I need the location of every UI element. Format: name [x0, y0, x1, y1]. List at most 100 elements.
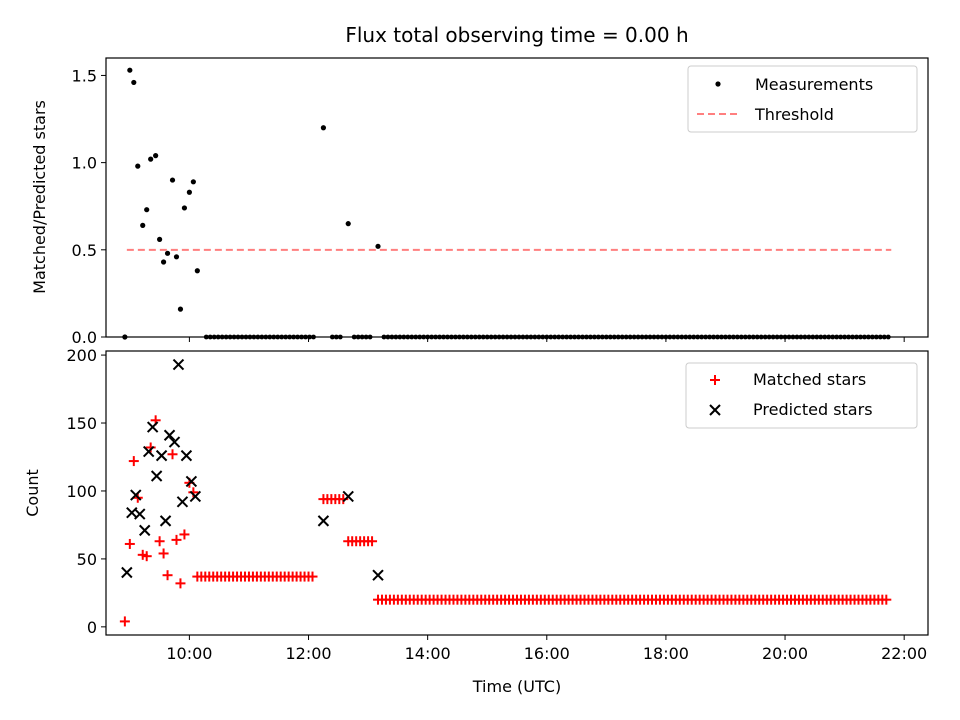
- predicted-point-b: [342, 490, 354, 503]
- predicted-point-b: [317, 515, 330, 527]
- matched-point: [881, 594, 892, 605]
- measurement-point: [144, 207, 150, 213]
- legend-matched-symbol: [710, 375, 720, 385]
- predicted-point: [180, 449, 193, 462]
- count-xtick-label: 22:00: [881, 644, 927, 663]
- count-xtick-label: 20:00: [762, 644, 808, 663]
- chart-title: Flux total observing time = 0.00 h: [345, 23, 688, 47]
- matched-point: [162, 570, 173, 581]
- measurement-point: [160, 259, 167, 265]
- predicted-point: [134, 508, 146, 520]
- matched-point: [141, 551, 152, 562]
- legend-measurements-label: Measurements: [755, 75, 873, 94]
- predicted-point: [139, 524, 151, 537]
- predicted-point: [189, 490, 202, 503]
- predicted-point: [176, 496, 189, 508]
- matched-point: [367, 536, 378, 547]
- measurement-point: [135, 163, 141, 169]
- predicted-point: [342, 490, 354, 503]
- measurement-point: [173, 254, 180, 260]
- predicted-point-b: [189, 490, 202, 503]
- measurement-point: [190, 179, 196, 185]
- measurement-point: [194, 268, 200, 274]
- count-axes: 10:00 12:00 14:00 16:00 18:00 20:00 22:00 0 50 10…: [23, 346, 929, 696]
- predicted-point-b: [134, 508, 146, 520]
- predicted-point-b: [139, 524, 151, 537]
- predicted-point: [121, 566, 133, 579]
- ratio-ytick-label: 0.0: [72, 328, 97, 347]
- ratio-ylabel: Matched/Predicted stars: [30, 100, 49, 294]
- measurement-point: [153, 153, 159, 159]
- ratio-ytick-label: 1.5: [72, 66, 97, 85]
- measurement-point: [157, 236, 163, 242]
- count-legend: Matched stars Predicted stars: [685, 362, 918, 429]
- predicted-point-b: [176, 496, 189, 508]
- matched-point: [158, 548, 169, 559]
- predicted-point-b: [150, 470, 163, 482]
- predicted-point: [185, 475, 198, 488]
- count-marks: [119, 358, 892, 627]
- count-ylabel: Count: [23, 469, 42, 517]
- measurement-point: [177, 306, 184, 312]
- predicted-point-b: [185, 475, 198, 488]
- count-xtick-label: 14:00: [405, 644, 451, 663]
- ratio-legend-box: [687, 65, 918, 133]
- predicted-point-b: [130, 489, 142, 501]
- predicted-point-b: [146, 421, 159, 433]
- count-ticks: 10:00 12:00 14:00 16:00 18:00 20:00 22:00 0 50 10…: [66, 346, 927, 663]
- ratio-ticks: 0.0 0.5 1.0 1.5: [72, 66, 905, 347]
- count-ytick-label: 150: [66, 414, 97, 433]
- matched-point: [124, 538, 135, 549]
- predicted-point: [317, 515, 330, 527]
- matched-point: [128, 456, 139, 467]
- legend-predicted-symbol-b: [709, 404, 721, 416]
- predicted-point-b: [180, 449, 193, 462]
- predicted-point: [150, 470, 163, 482]
- matched-point: [179, 529, 190, 540]
- measurement-point: [140, 222, 146, 228]
- count-legend-box: [685, 362, 918, 429]
- predicted-point: [159, 515, 172, 527]
- predicted-point: [142, 445, 155, 458]
- measurement-point: [164, 250, 171, 256]
- matched-point: [175, 578, 186, 589]
- predicted-point: [168, 436, 181, 448]
- measurement-point: [345, 221, 351, 227]
- ratio-ytick-label: 1.0: [72, 154, 97, 173]
- matched-point: [373, 594, 384, 605]
- legend-measurements-marker: [715, 81, 721, 87]
- legend-threshold-label: Threshold: [754, 105, 834, 124]
- legend-predicted-marker: [709, 404, 721, 416]
- predicted-point-b: [155, 449, 168, 462]
- predicted-point-b: [142, 445, 155, 458]
- count-xtick-label: 12:00: [285, 644, 331, 663]
- predicted-point: [172, 358, 185, 371]
- matched-point: [171, 534, 182, 545]
- count-ytick-label: 200: [66, 346, 97, 365]
- predicted-point-b: [121, 566, 133, 579]
- count-axes-frame: [105, 350, 929, 636]
- ratio-axes-frame: [105, 57, 929, 338]
- ratio-axes: Flux total observing time = 0.00 h 0.00.…: [30, 23, 929, 347]
- measurement-point: [131, 79, 137, 86]
- count-xtick-label: 10:00: [166, 644, 212, 663]
- predicted-point: [163, 429, 176, 441]
- measurement-point: [320, 125, 327, 131]
- measurement-point: [186, 189, 192, 195]
- ratio-marks: [122, 67, 892, 340]
- count-ytick-label: 0: [87, 618, 97, 637]
- measurement-point: [148, 156, 154, 162]
- legend-predicted-label: Predicted stars: [753, 400, 873, 419]
- count-ytick-label: 100: [66, 482, 97, 501]
- legend-predicted-symbol: [709, 404, 721, 416]
- predicted-point: [146, 421, 159, 433]
- legend-matched-label: Matched stars: [753, 370, 866, 389]
- count-xtick-label: 16:00: [524, 644, 570, 663]
- matched-point: [167, 449, 178, 460]
- predicted-point-b: [159, 515, 172, 527]
- matched-point: [119, 616, 130, 627]
- measurement-point: [169, 177, 176, 183]
- matched-point: [318, 494, 329, 505]
- measurement-point: [181, 205, 188, 211]
